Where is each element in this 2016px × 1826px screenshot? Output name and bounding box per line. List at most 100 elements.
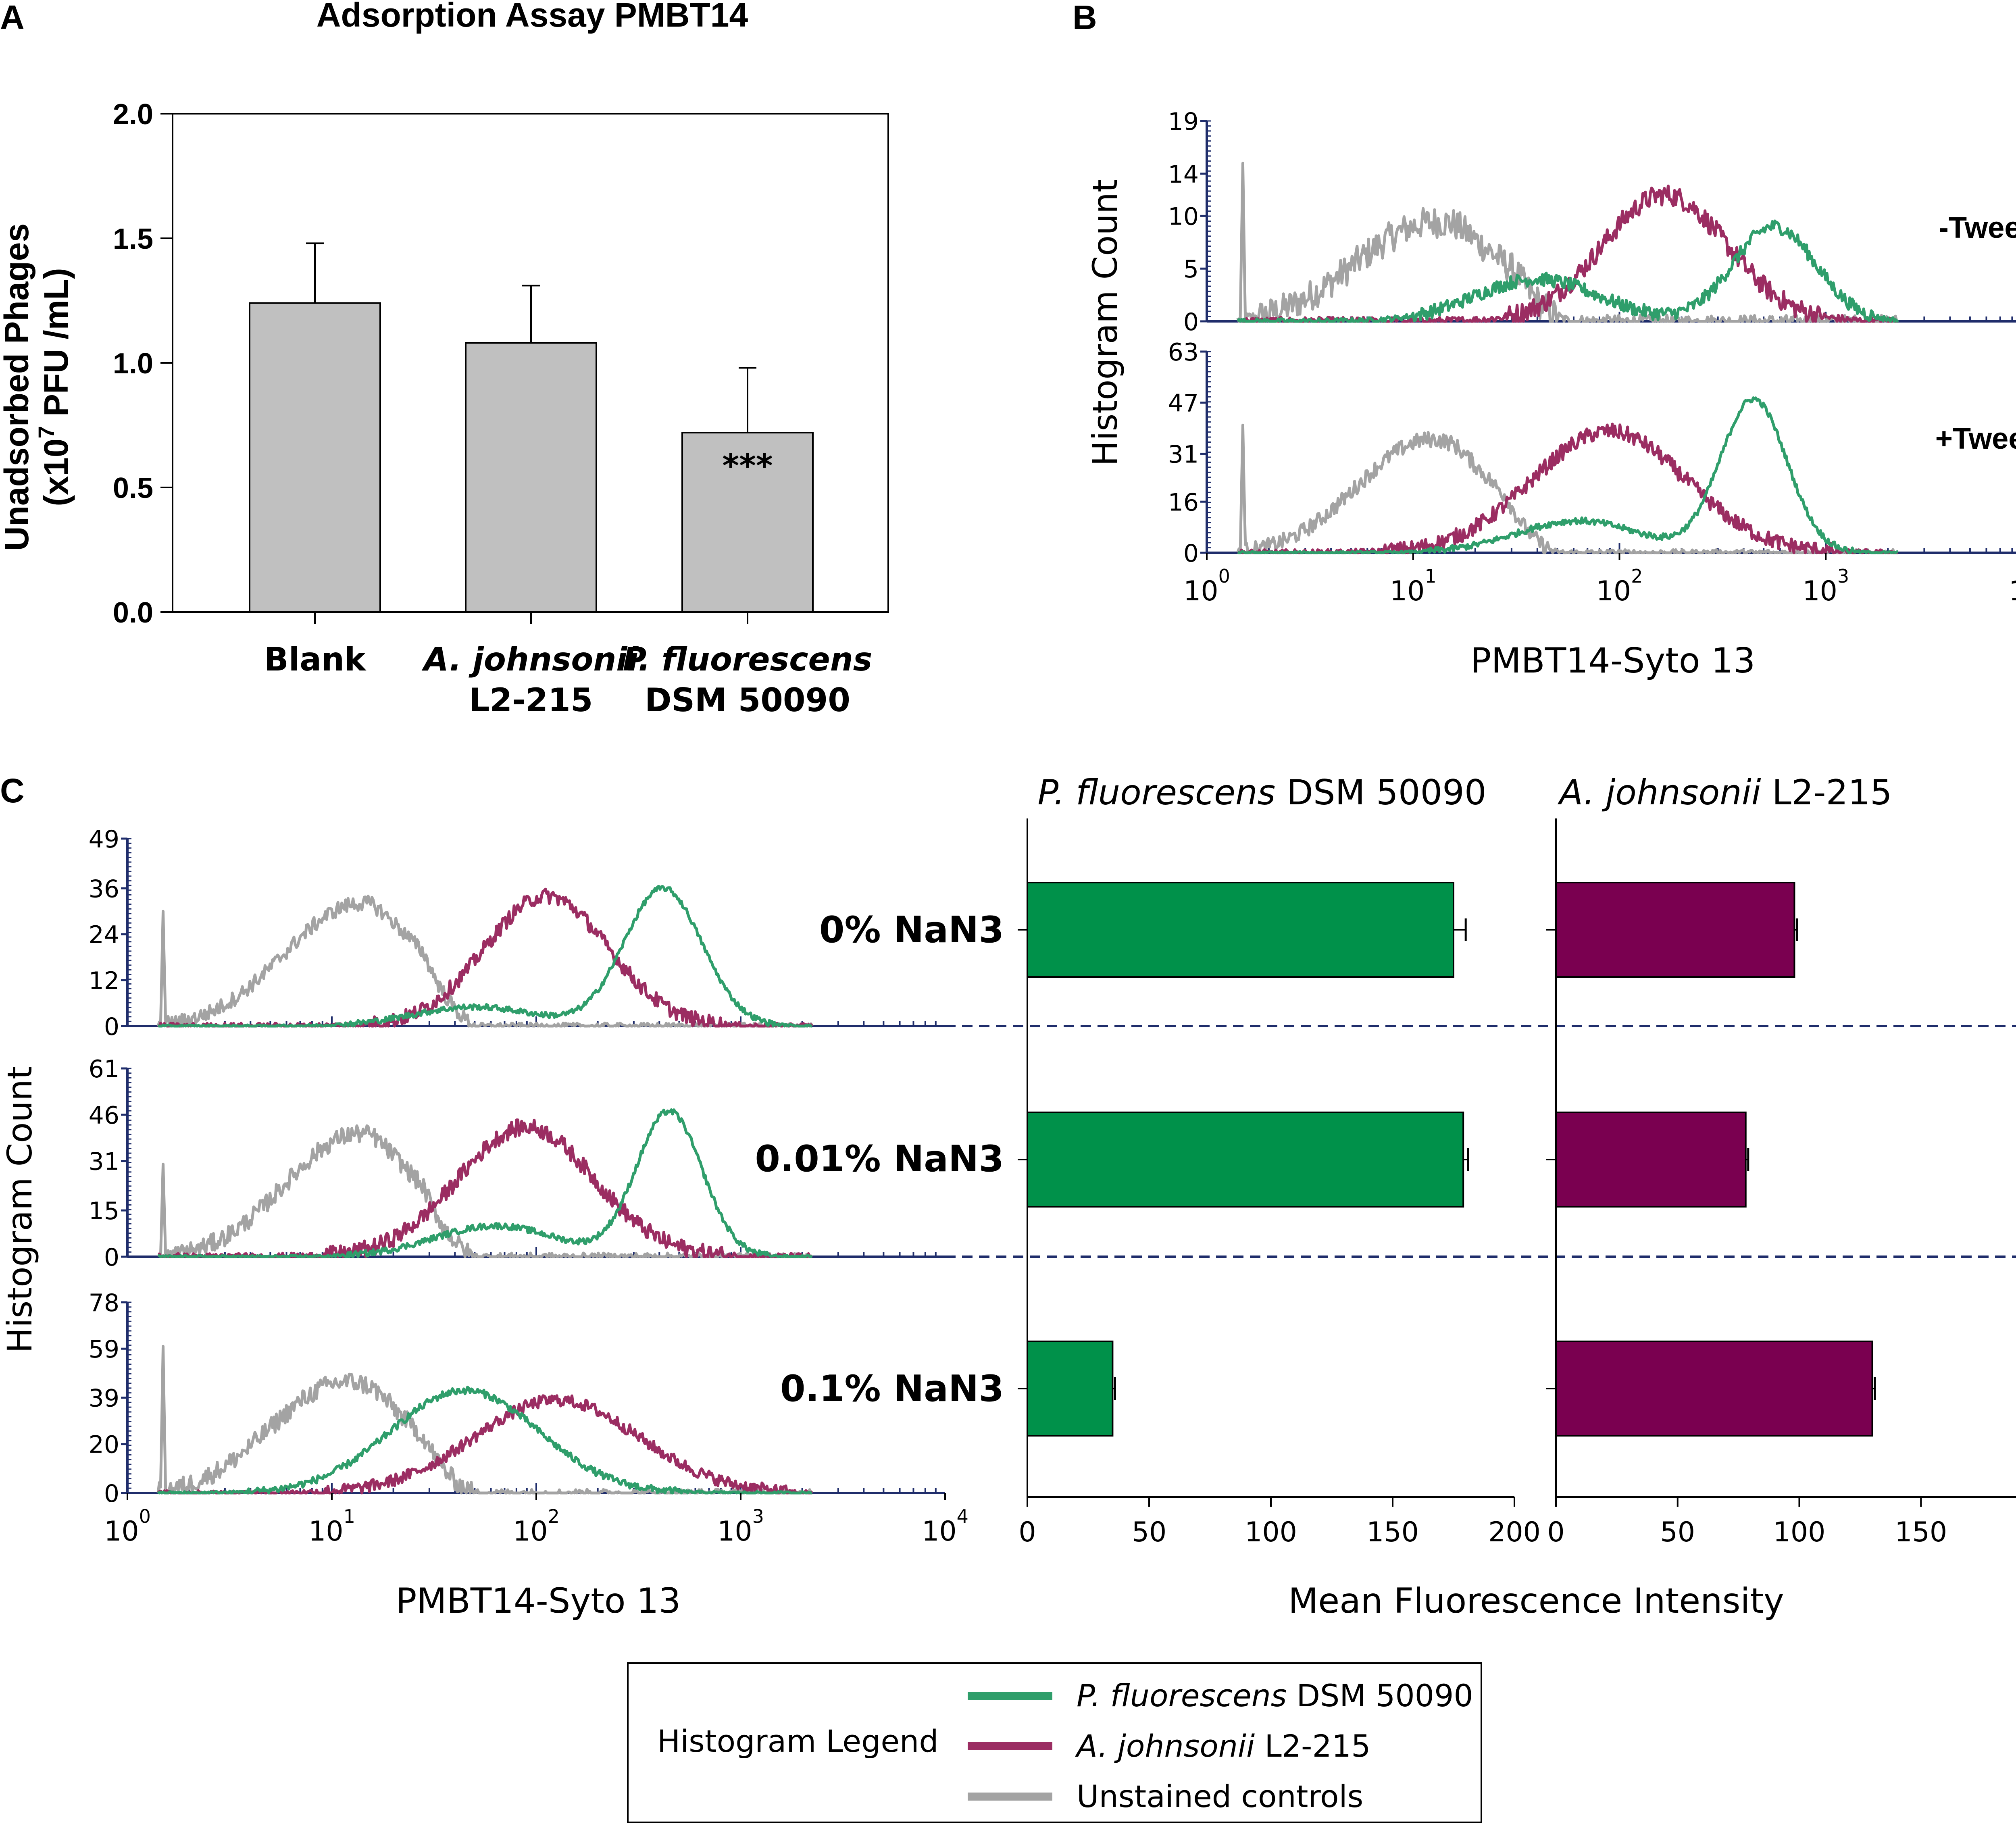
panel-b: B Histogram Count PMBT14-Syto 13 -Tween2… [1073, 0, 2016, 681]
chart-a-ylabel-line1: Unadsorbed Phages [0, 223, 35, 551]
chart-c-sub2-xtick-base: 10 [308, 1516, 344, 1547]
chart-c-sub0-ytick-label: 0 [104, 1013, 119, 1041]
legend-item-aj: A. johnsonii L2-215 [1075, 1728, 1371, 1764]
chart-b-sub1-ytick-label: 47 [1168, 389, 1199, 418]
chart-c-sub2-xtick-base: 10 [104, 1516, 139, 1547]
chart-c-sub2-xtick-exp: 1 [344, 1505, 355, 1527]
chart-b-sub1-xtick-label: 103 [1802, 565, 1849, 607]
chart-a-ytick-label: 0.5 [113, 472, 153, 504]
chart-c-sub2-xtick-exp: 4 [957, 1505, 968, 1527]
chart-b-sub1-xtick-base: 10 [1596, 575, 1631, 607]
chart-c-sub1-ytick-label: 61 [89, 1055, 119, 1083]
chart-c-sub0-ytick-label: 24 [89, 921, 119, 949]
chart-b-sub0-series-0 [1236, 162, 1899, 323]
chart-c-sub2-xtick-label: 100 [104, 1505, 151, 1547]
chart-b-sub1-xtick-base: 10 [1183, 575, 1218, 607]
chart-c-sub1-ytick-label: 31 [89, 1148, 119, 1176]
chart-b-xlabel: PMBT14-Syto 13 [1470, 641, 1756, 681]
panel-c: C Histogram Count PMBT14-Syto 13 P. fluo… [0, 772, 2016, 1621]
chart-b-sub1-xtick-exp: 3 [1837, 565, 1849, 587]
chart-b-sub1-xtick-base: 10 [2009, 575, 2016, 607]
chart-c-aj-bar [1555, 882, 1795, 978]
chart-b-sub1-series-2 [1237, 396, 1898, 554]
chart-c-pf-xtick-label: 100 [1245, 1516, 1297, 1548]
chart-b-sub1-xtick-exp: 0 [1218, 565, 1230, 587]
chart-b-sub0-ytick-label: 19 [1168, 108, 1199, 136]
chart-c-sub2-xtick-exp: 2 [548, 1505, 560, 1527]
row-label-001-nan3: 0.01% NaN3 [755, 1138, 1004, 1180]
chart-b-sub1-series-0 [1236, 423, 1898, 554]
chart-c-sub0-series-1 [157, 887, 814, 1028]
chart-b-sub0-ytick-label: 5 [1183, 255, 1199, 283]
chart-c-sub0-ytick-label: 36 [89, 875, 119, 903]
chart-b-sub1-ytick-label: 0 [1183, 539, 1199, 568]
chart-b-sub1-ytick-label: 16 [1168, 488, 1199, 516]
chart-a-ytick-label: 1.5 [113, 223, 153, 255]
chart-c-sub2-xtick-exp: 3 [752, 1505, 764, 1527]
chart-b-sub1-xtick-base: 10 [1802, 575, 1837, 607]
chart-c-pf-xtick-label: 150 [1366, 1516, 1419, 1548]
legend-title: Histogram Legend [657, 1723, 939, 1759]
chart-b-sub1-ytick-label: 63 [1168, 338, 1199, 366]
chart-c-pf-title: P. fluorescens DSM 50090 [1037, 772, 1486, 813]
chart-b-sub0-series-2 [1236, 219, 1899, 323]
panel-label-a: A [0, 0, 25, 36]
chart-c-sub2-xtick-base: 10 [717, 1516, 752, 1547]
chart-c-sub2-xtick-base: 10 [922, 1516, 957, 1547]
chart-b-sub1-xtick-label: 102 [1596, 565, 1643, 607]
row-label-0-nan3: 0% NaN3 [819, 909, 1004, 951]
chart-c-aj-xtick-label: 150 [1895, 1516, 1947, 1548]
legend-item-pf: P. fluorescens DSM 50090 [1077, 1678, 1473, 1714]
chart-c-pf-xtick-label: 200 [1488, 1516, 1541, 1548]
chart-a-ylabel-line2: (x107 PFU /mL) [33, 268, 75, 506]
chart-a-category-label: P. fluorescens [623, 641, 873, 678]
chart-a-category-label: A. johnsonii [421, 641, 639, 678]
chart-c-pf-bar [1027, 1341, 1114, 1437]
chart-b-sub1-xtick-exp: 1 [1425, 565, 1436, 587]
chart-b-ylabel: Histogram Count [1085, 179, 1125, 466]
chart-b-sub1-xtick-label: 100 [1183, 565, 1230, 607]
chart-a-ytick-label: 2.0 [113, 98, 153, 131]
chart-c-sub2-ytick-label: 39 [89, 1385, 119, 1413]
chart-c-pf-xtick-label: 0 [1018, 1516, 1036, 1548]
chart-c-sub2-ytick-label: 78 [89, 1289, 119, 1317]
chart-a-ytick-label: 1.0 [113, 348, 153, 380]
chart-c-aj-xtick-label: 50 [1660, 1516, 1695, 1548]
legend-box [627, 1662, 1482, 1823]
chart-b-plot-area: 05101419016314763100101102103104 [1168, 108, 2016, 607]
chart-c-sub2-xtick-label: 102 [513, 1505, 560, 1547]
chart-b-sub0-ytick-label: 14 [1168, 160, 1199, 189]
histogram-legend: Histogram Legend P. fluorescens DSM 5009… [627, 1662, 1482, 1823]
chart-b-sub1-series-1 [1237, 423, 1898, 554]
chart-c-sub1-ytick-label: 0 [104, 1243, 119, 1272]
row-label-01-nan3: 0.1% NaN3 [780, 1368, 1004, 1410]
chart-c-sub2-xtick-base: 10 [513, 1516, 548, 1547]
chart-a-bar [681, 432, 814, 613]
chart-c-sub2-ytick-label: 0 [104, 1480, 119, 1508]
chart-b-sub1-xtick-exp: 2 [1631, 565, 1643, 587]
chart-c-bars-xlabel: Mean Fluorescence Intensity [1288, 1581, 1784, 1621]
chart-a-category-label: Blank [264, 641, 367, 678]
panel-label-b: B [1073, 0, 1097, 36]
panel-a: A Adsorption Assay PMBT14 Unadsorbed Pha… [0, 0, 889, 719]
chart-c-sub0-ytick-label: 49 [89, 825, 119, 854]
chart-c-sub2-xtick-label: 104 [922, 1505, 968, 1547]
legend-item-unstained: Unstained controls [1077, 1778, 1363, 1814]
chart-a-category-label-line2: DSM 50090 [645, 681, 850, 719]
chart-a-bar [249, 302, 381, 613]
chart-b-sub0-ytick-label: 10 [1168, 202, 1199, 231]
chart-c-sub1-ytick-label: 46 [89, 1101, 119, 1130]
chart-c-pf-bar [1027, 882, 1454, 978]
chart-c-aj-bar [1555, 1341, 1873, 1437]
chart-c-aj-xtick-label: 0 [1547, 1516, 1564, 1548]
chart-b-label-plus-tween: +Tween20 [1935, 422, 2016, 455]
chart-a-ytick-label: 0.0 [113, 597, 153, 629]
chart-c-sub2-series-2 [157, 1385, 812, 1495]
chart-b-sub1-xtick-base: 10 [1390, 575, 1425, 607]
chart-c-pf-xtick-label: 50 [1132, 1516, 1167, 1548]
chart-a-bar [465, 342, 597, 613]
chart-c-xlabel: PMBT14-Syto 13 [396, 1581, 681, 1621]
